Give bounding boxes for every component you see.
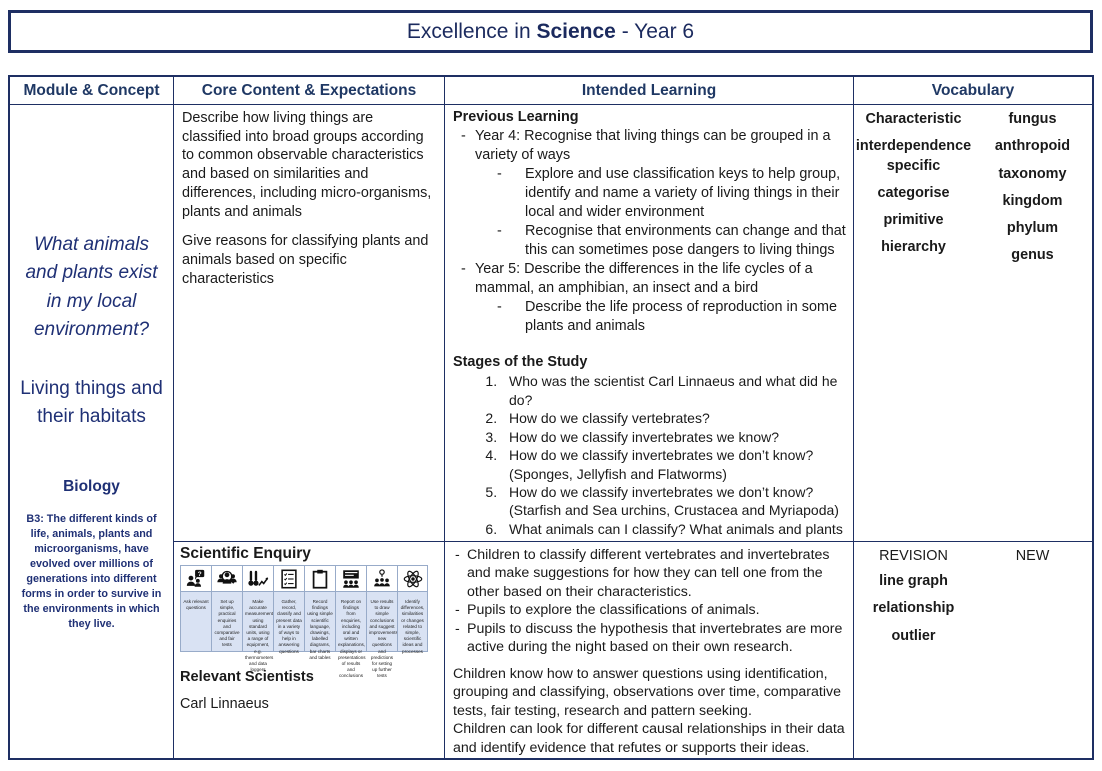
activity-item: Children to classify different vertebrat… — [453, 546, 849, 601]
relevant-scientist-name: Carl Linnaeus — [180, 696, 269, 712]
vocabulary-word: taxonomy — [998, 165, 1067, 182]
vocabulary-word: interdependence — [855, 138, 972, 155]
module-topic: Living things and their habitats — [20, 377, 163, 428]
previous-learning-heading: Previous Learning — [453, 109, 579, 125]
title-emphasis: Science — [536, 19, 616, 43]
outcome-paragraph: Children can look for different causal r… — [453, 721, 845, 756]
core-content-cell: Describe how living things are classifie… — [174, 105, 445, 542]
new-heading: NEW — [1015, 548, 1050, 564]
stage-item: How do we classify invertebrates we don’… — [501, 446, 849, 483]
core-content-paragraph: Give reasons for classifying plants and … — [182, 233, 429, 287]
intended-learning-activities-cell: Children to classify different vertebrat… — [445, 542, 854, 758]
stage-item: What animals can I classify? What animal… — [501, 520, 849, 541]
vocabulary-cell: Characteristic interdependence specific … — [854, 105, 1092, 542]
stages-list: Who was the scientist Carl Linnaeus and … — [453, 372, 849, 541]
vocabulary-word: anthropoid — [994, 138, 1071, 155]
svg-text:?: ? — [198, 570, 202, 577]
vocabulary-word: genus — [1011, 247, 1054, 264]
outcome-paragraph: Children know how to answer questions us… — [453, 665, 841, 719]
revision-column: REVISION line graph relationship outlier — [854, 548, 973, 758]
vocabulary-word: kingdom — [1002, 192, 1063, 209]
practical-enquiries-icon — [212, 566, 242, 592]
previous-learning-item: Year 4: Recognise that living things can… — [453, 127, 849, 165]
column-header-module-concept: Module & Concept — [10, 77, 174, 105]
module-discipline: Biology — [63, 477, 120, 495]
vocabulary-word: line graph — [879, 573, 948, 589]
activity-item: Pupils to discuss the hypothesis that in… — [453, 620, 849, 657]
enquiry-skill-text: Report on findings from enquiries, inclu… — [336, 592, 366, 678]
measurements-icon — [243, 566, 273, 592]
intended-learning-cell: Previous Learning Year 4: Recognise that… — [445, 105, 854, 542]
title-banner: Excellence in Science - Year 6 — [8, 10, 1093, 53]
enquiry-skill: ? Ask relevant questions — [180, 565, 211, 652]
enquiry-skill-text: Make accurate measurements using standar… — [243, 592, 275, 672]
enquiry-skill: Use results to draw simple conclusions a… — [366, 565, 399, 678]
stages-heading: Stages of the Study — [453, 354, 588, 371]
vocabulary-left-column: Characteristic interdependence specific … — [854, 111, 973, 541]
module-concept-cell: What animals and plants exist in my loca… — [10, 105, 174, 758]
enquiry-skill: Gather, record, classify and present dat… — [273, 565, 304, 654]
enquiry-skill-text: Use results to draw simple conclusions a… — [367, 592, 399, 678]
enquiry-skill: Report on findings from enquiries, inclu… — [335, 565, 366, 678]
previous-learning-item: Year 5: Describe the differences in the … — [453, 260, 849, 298]
activity-item: Pupils to explore the classifications of… — [453, 601, 849, 620]
enquiry-skill: Identify differences, similarities or ch… — [397, 565, 428, 654]
module-big-idea: B3: The different kinds of life, animals… — [21, 512, 162, 631]
vocabulary-word: categorise — [877, 184, 950, 201]
vocabulary-word: primitive — [883, 212, 944, 229]
scientific-enquiry-heading: Scientific Enquiry — [180, 545, 311, 562]
enquiry-skill-text: Gather, record, classify and present dat… — [274, 592, 304, 654]
enquiry-skill-text: Record findings using simple scientific … — [305, 592, 335, 660]
column-header-intended-learning: Intended Learning — [445, 77, 854, 105]
identify-changes-icon — [398, 566, 427, 592]
column-header-core-content: Core Content & Expectations — [174, 77, 445, 105]
enquiry-skill-text: Identify differences, similarities or ch… — [398, 592, 427, 654]
report-findings-icon — [336, 566, 366, 592]
vocabulary-revision-cell: REVISION line graph relationship outlier… — [854, 542, 1092, 758]
draw-conclusions-icon — [367, 566, 397, 592]
enquiry-skill: Set up simple, practical enquiries and c… — [211, 565, 242, 652]
new-column: NEW — [973, 548, 1092, 758]
vocabulary-word: fungus — [1008, 111, 1057, 127]
vocabulary-word: phylum — [1006, 220, 1059, 237]
gather-data-icon — [274, 566, 304, 592]
previous-learning-item: Recognise that environments can change a… — [453, 222, 849, 260]
vocabulary-word: specific — [886, 157, 941, 174]
revision-heading: REVISION — [879, 548, 948, 564]
enquiry-skill: Make accurate measurements using standar… — [242, 565, 275, 672]
enquiry-skill-text: Ask relevant questions — [181, 592, 211, 651]
module-question: What animals and plants exist in my loca… — [25, 233, 158, 341]
ask-questions-icon: ? — [181, 566, 211, 592]
vocabulary-right-column: fungus anthropoid taxonomy kingdom phylu… — [973, 111, 1092, 541]
scientific-enquiry-cell: Scientific Enquiry ? — [174, 542, 445, 758]
previous-learning-item: Describe the life process of reproductio… — [453, 298, 849, 336]
title-suffix: - Year 6 — [615, 19, 695, 43]
relevant-scientists-heading: Relevant Scientists — [180, 669, 314, 685]
page-title: Excellence in Science - Year 6 — [407, 20, 694, 44]
vocabulary-word: hierarchy — [881, 239, 946, 256]
stage-item: How do we classify vertebrates? — [501, 409, 849, 427]
enquiry-skill: Record findings using simple scientific … — [304, 565, 335, 660]
stage-item: How do we classify invertebrates we know… — [501, 428, 849, 446]
title-prefix: Excellence in — [406, 19, 537, 43]
curriculum-table: Module & Concept Core Content & Expectat… — [8, 75, 1094, 760]
stage-item: Who was the scientist Carl Linnaeus and … — [501, 372, 849, 409]
enquiry-skill-text: Set up simple, practical enquiries and c… — [212, 592, 242, 651]
vocabulary-word: relationship — [872, 600, 955, 617]
column-header-vocabulary: Vocabulary — [854, 77, 1092, 105]
enquiry-skills-strip: ? Ask relevant questions — [180, 565, 428, 678]
core-content-paragraph: Describe how living things are classifie… — [182, 110, 432, 220]
stage-item: How do we classify invertebrates we don’… — [501, 483, 849, 520]
previous-learning-item: Explore and use classification keys to h… — [453, 165, 849, 222]
vocabulary-word: outlier — [891, 627, 936, 644]
vocabulary-word: Characteristic — [865, 111, 962, 127]
record-findings-icon — [305, 566, 335, 592]
